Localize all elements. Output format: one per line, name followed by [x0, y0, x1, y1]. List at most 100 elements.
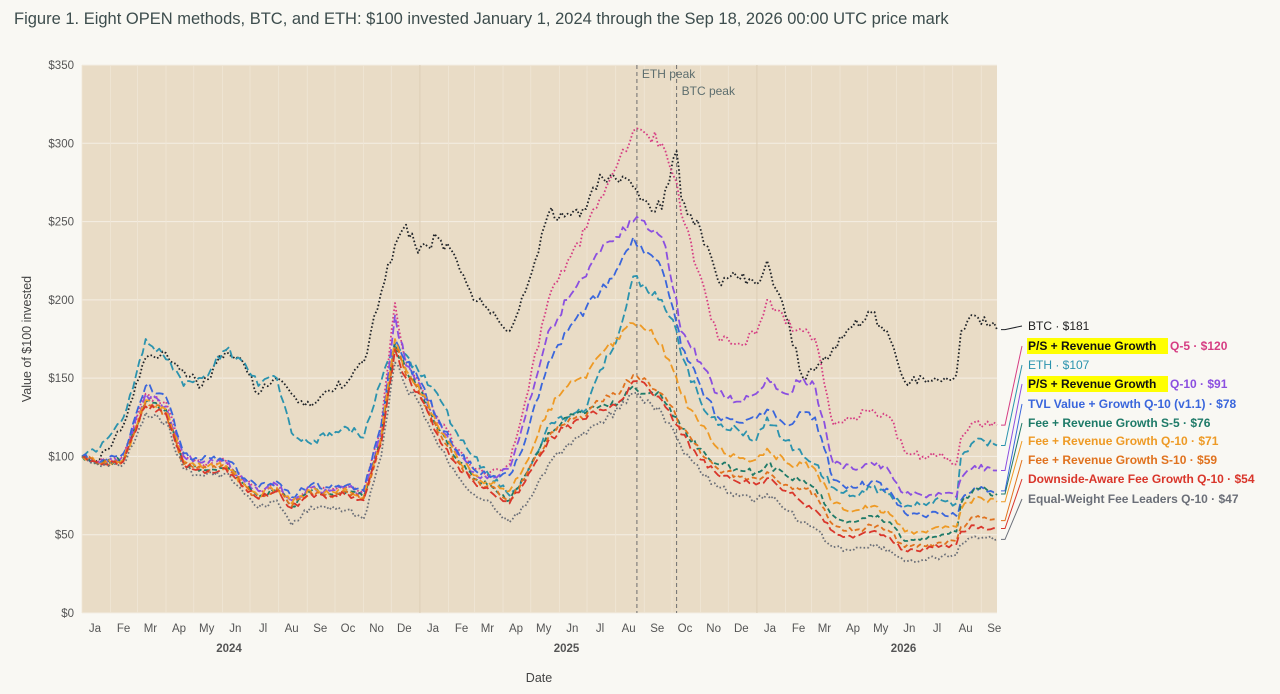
y-tick-label: $150 — [48, 373, 74, 385]
end-label-frg-s5: Fee + Revenue Growth S-5 · $76 — [1028, 416, 1211, 430]
x-tick-label: Jn — [903, 623, 915, 635]
y-tick-label: $250 — [48, 217, 74, 229]
end-label-text: Fee + Revenue Growth S-10 · $59 — [1028, 453, 1217, 467]
series-line-ps-q5 — [81, 127, 998, 502]
y-tick-label: $100 — [48, 451, 74, 463]
label-connectors — [1001, 325, 1023, 540]
series-line-frg-q10 — [81, 322, 998, 535]
label-connector — [1001, 345, 1023, 426]
label-connector — [1001, 498, 1023, 540]
end-label-tvl: TVL Value + Growth Q-10 (v1.1) · $78 — [1028, 397, 1237, 411]
x-axis-title: Date — [526, 671, 552, 685]
end-label-text: Fee + Revenue Growth S-5 · $76 — [1028, 416, 1211, 430]
x-tick-label: Ap — [846, 623, 860, 635]
x-tick-label: Jn — [566, 623, 578, 635]
label-connector — [1001, 440, 1023, 503]
end-label-btc: BTC · $181 — [1028, 319, 1090, 333]
x-tick-label: Ja — [427, 623, 440, 635]
y-tick-label: $200 — [48, 295, 74, 307]
peak-label: BTC peak — [682, 84, 736, 98]
figure-title: Figure 1. Eight OPEN methods, BTC, and E… — [14, 10, 949, 28]
end-label-frg-s10: Fee + Revenue Growth S-10 · $59 — [1028, 453, 1217, 467]
x-tick-label: Fe — [455, 623, 468, 635]
x-tick-label: My — [199, 623, 215, 635]
end-label-ew: Equal-Weight Fee Leaders Q-10 · $47 — [1028, 492, 1239, 506]
x-tick-label: Oc — [678, 623, 693, 635]
x-tick-label: De — [397, 623, 412, 635]
series-line-ew — [81, 361, 998, 563]
label-connector — [1001, 325, 1023, 331]
x-tick-label: Jl — [596, 623, 604, 635]
x-tick-label: Au — [622, 623, 636, 635]
x-tick-label: Mr — [144, 623, 158, 635]
end-label-name: P/S + Revenue Growth — [1028, 377, 1156, 391]
y-tick-label: $350 — [48, 60, 74, 72]
end-label-text: ETH · $107 — [1028, 358, 1090, 372]
highlight-box — [1027, 376, 1168, 392]
end-label-value: Q-5 · $120 — [1170, 339, 1228, 353]
end-label-text: Downside-Aware Fee Growth Q-10 · $54 — [1028, 472, 1255, 486]
series-line-frg-s10 — [81, 345, 998, 549]
y-tick-label: $0 — [61, 608, 74, 620]
x-tick-label: Oc — [341, 623, 356, 635]
label-connector — [1001, 422, 1023, 495]
x-tick-label: No — [369, 623, 384, 635]
x-tick-label: Se — [313, 623, 327, 635]
y-tick-label: $300 — [48, 138, 74, 150]
x-tick-label: Mr — [481, 623, 495, 635]
x-tick-label: Ja — [89, 623, 102, 635]
x-tick-label: My — [873, 623, 889, 635]
series-lines — [81, 127, 998, 563]
label-connector — [1001, 364, 1023, 446]
x-tick-label: My — [536, 623, 552, 635]
label-connector — [1001, 478, 1023, 529]
y-tick-label: $50 — [55, 530, 74, 542]
series-line-frg-s5 — [81, 342, 998, 542]
x-tick-label: Fe — [117, 623, 130, 635]
year-label: 2025 — [554, 643, 580, 655]
x-axis-ticks: Ja Fe Mr Ap My Jn Jl Au Se Oc No De Ja Fe Mr Ap My Jn Jl Au… — [89, 623, 1001, 655]
x-tick-label: Se — [650, 623, 664, 635]
label-connector — [1001, 403, 1023, 492]
series-line-tvl — [81, 236, 998, 519]
peak-markers: ETH peak BTC peak — [636, 65, 736, 613]
year-label: 2026 — [891, 643, 917, 655]
x-tick-label: Jl — [259, 623, 267, 635]
series-line-btc — [81, 150, 998, 463]
x-tick-label: Ap — [172, 623, 186, 635]
x-tick-label: Ja — [764, 623, 777, 635]
x-tick-label: Jn — [229, 623, 241, 635]
series-line-da — [81, 349, 998, 553]
end-label-text: TVL Value + Growth Q-10 (v1.1) · $78 — [1028, 397, 1237, 411]
end-label-text: BTC · $181 — [1028, 319, 1090, 333]
x-tick-label: Au — [285, 623, 299, 635]
label-connector — [1001, 383, 1023, 471]
year-label: 2024 — [216, 643, 242, 655]
end-label-text: Fee + Revenue Growth Q-10 · $71 — [1028, 434, 1219, 448]
peak-label: ETH peak — [642, 67, 696, 81]
x-tick-label: Se — [987, 623, 1001, 635]
highlight-box — [1027, 338, 1168, 354]
end-label-eth: ETH · $107 — [1028, 358, 1090, 372]
y-axis-ticks: $0 $50 $100 $150 $200 $250 $300 $350 — [48, 60, 74, 620]
x-tick-label: De — [734, 623, 749, 635]
end-label-text: Equal-Weight Fee Leaders Q-10 · $47 — [1028, 492, 1239, 506]
end-label-value: Q-10 · $91 — [1170, 377, 1228, 391]
end-label-name: P/S + Revenue Growth — [1028, 339, 1156, 353]
x-tick-label: Au — [959, 623, 973, 635]
gridlines — [81, 64, 997, 614]
series-line-eth — [81, 275, 998, 508]
x-tick-label: No — [706, 623, 721, 635]
y-axis-title: Value of $100 invested — [20, 276, 34, 402]
end-labels: BTC · $181 P/S + Revenue Growth Q-5 · $12… — [1027, 319, 1255, 506]
end-label-frg-q10: Fee + Revenue Growth Q-10 · $71 — [1028, 434, 1219, 448]
x-tick-label: Jl — [933, 623, 941, 635]
x-tick-label: Ap — [509, 623, 523, 635]
end-label-ps-q10: P/S + Revenue Growth Q-10 · $91 — [1027, 376, 1228, 392]
label-connector — [1001, 459, 1023, 522]
end-label-ps-q5: P/S + Revenue Growth Q-5 · $120 — [1027, 338, 1228, 354]
x-tick-label: Fe — [792, 623, 805, 635]
end-label-da: Downside-Aware Fee Growth Q-10 · $54 — [1028, 472, 1255, 486]
x-tick-label: Mr — [818, 623, 832, 635]
